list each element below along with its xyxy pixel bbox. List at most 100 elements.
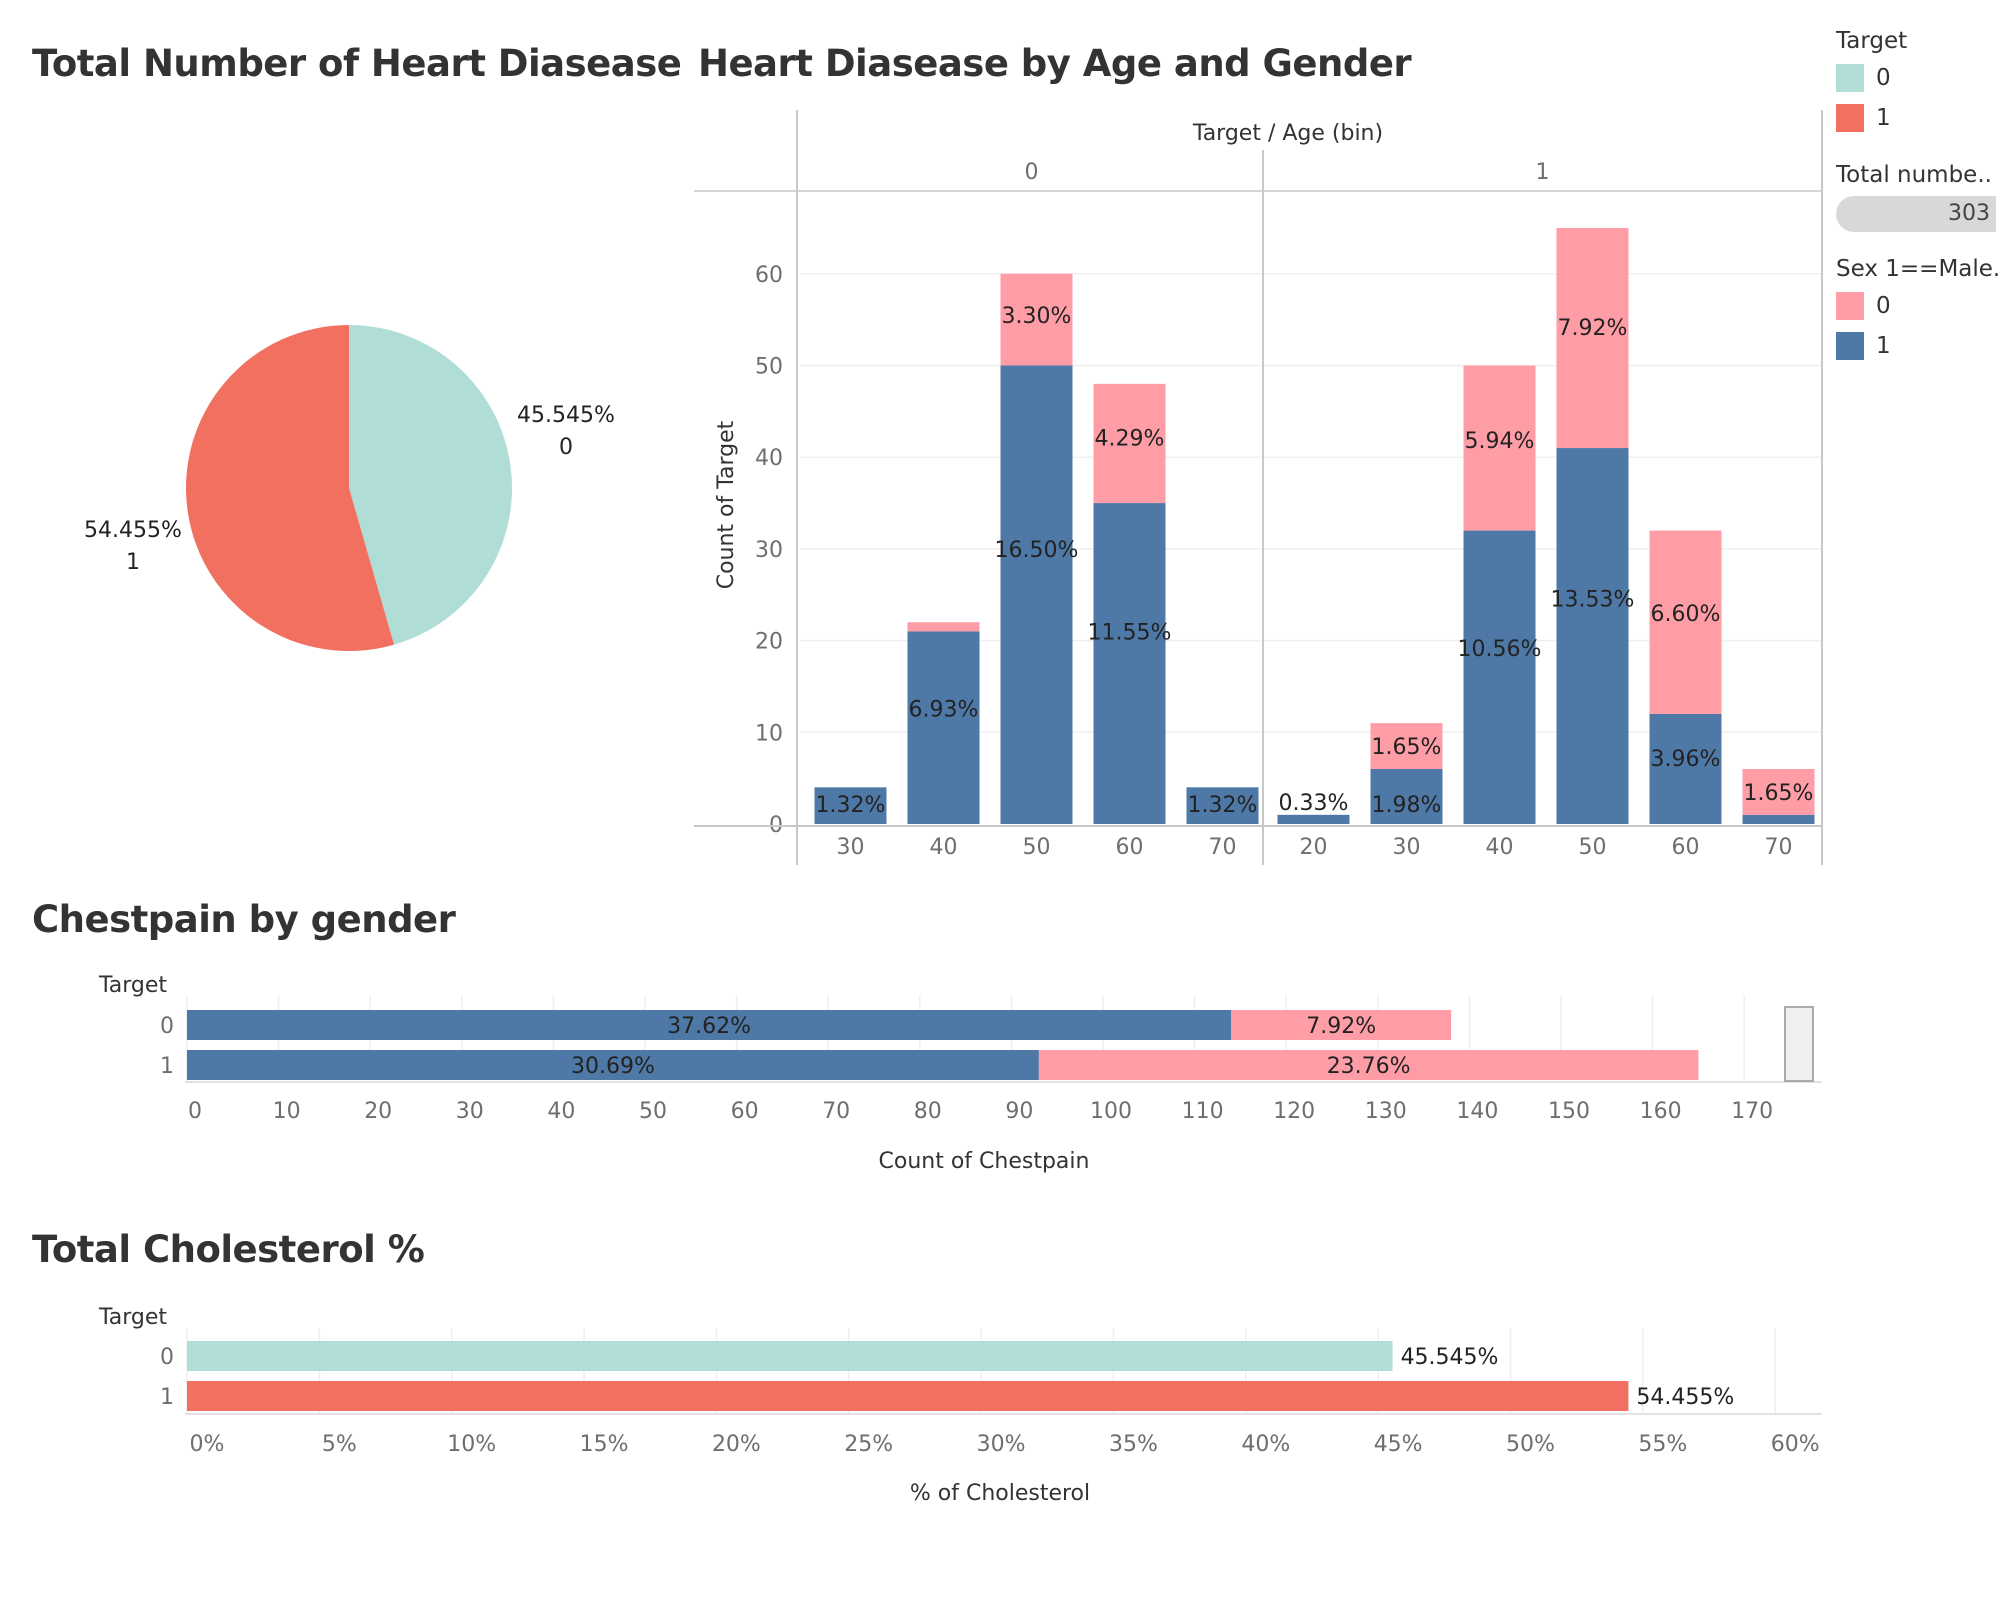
- bar-male-data-label: 1.32%: [816, 793, 886, 818]
- bar-male-data-label: 13.53%: [1551, 587, 1635, 612]
- x-tick-label: 160: [1640, 1099, 1682, 1124]
- bar-female-data-label: 6.60%: [1651, 602, 1721, 627]
- bar-male-data-label: 1.98%: [1372, 793, 1442, 818]
- bar-data-label: 45.545%: [1401, 1345, 1499, 1370]
- bar-0: [187, 1341, 1393, 1371]
- x-tick-label: 20: [364, 1099, 392, 1124]
- x-axis-label: % of Cholesterol: [910, 1481, 1090, 1506]
- row-header: Target: [98, 973, 167, 998]
- bar-female: [1231, 1010, 1452, 1040]
- y-tick-label: 10: [755, 721, 783, 746]
- bar-female: [907, 622, 980, 632]
- y-tick-label: 30: [755, 538, 783, 563]
- bar-female: [1556, 227, 1629, 449]
- row-header: Target: [98, 1305, 167, 1330]
- legend-swatch: [1836, 104, 1864, 132]
- sex-legend-title: Sex 1==Male..: [1836, 256, 2000, 282]
- x-tick-label: 120: [1273, 1099, 1315, 1124]
- bar-male-data-label: 6.93%: [909, 697, 979, 722]
- scroll-handle[interactable]: [1784, 1006, 1814, 1082]
- x-tick-label: 10: [273, 1099, 301, 1124]
- sex-legend-item-1[interactable]: 1: [1836, 326, 2000, 366]
- x-tick-label: 70: [1765, 835, 1793, 860]
- legend-label: 1: [1876, 333, 1891, 359]
- legend-swatch: [1836, 292, 1864, 320]
- x-tick-label: 60: [1116, 835, 1144, 860]
- x-tick-label: 5%: [322, 1432, 357, 1457]
- bar-female-data-label: 23.76%: [1327, 1054, 1411, 1079]
- x-tick-label: 130: [1365, 1099, 1407, 1124]
- x-tick-label: 50%: [1506, 1432, 1555, 1457]
- bar-female-data-label: 7.92%: [1558, 316, 1628, 341]
- x-tick-label: 25%: [844, 1432, 893, 1457]
- y-tick-label: 20: [755, 630, 783, 655]
- bar-female-data-label: 1.65%: [1372, 735, 1442, 760]
- x-tick-label: 40: [1486, 835, 1514, 860]
- bar-male-data-label: 11.55%: [1088, 620, 1172, 645]
- total-number-slider[interactable]: 303: [1836, 196, 1996, 232]
- x-tick-label: 50: [1023, 835, 1051, 860]
- x-tick-label: 90: [1005, 1099, 1033, 1124]
- x-tick-label: 0%: [190, 1432, 225, 1457]
- bar-male: [187, 1010, 1232, 1040]
- bar-male: [1093, 503, 1166, 824]
- x-tick-label: 110: [1182, 1099, 1224, 1124]
- legend-swatch: [1836, 332, 1864, 360]
- bar-male: [1000, 365, 1073, 824]
- bar-male: [1463, 530, 1536, 824]
- y-tick-label: 50: [755, 355, 783, 380]
- bar-male: [1370, 768, 1443, 824]
- legend-label: 0: [1876, 65, 1891, 91]
- bar-female-data-label: 7.92%: [1306, 1014, 1376, 1039]
- bar-1: [187, 1381, 1629, 1411]
- x-tick-label: 70: [822, 1099, 850, 1124]
- x-axis-label: Count of Chestpain: [879, 1149, 1090, 1174]
- bar-male-data-label: 3.96%: [1651, 747, 1721, 772]
- bar-female: [1038, 1050, 1699, 1080]
- legend-label: 0: [1876, 293, 1891, 319]
- y-tick-label: 40: [755, 446, 783, 471]
- bar-male: [907, 631, 980, 824]
- bar-male: [187, 1050, 1039, 1080]
- bar-male: [814, 787, 887, 824]
- sex-legend-item-0[interactable]: 0: [1836, 286, 2000, 326]
- x-tick-label: 50: [639, 1099, 667, 1124]
- y-axis-label: Count of Target: [714, 420, 739, 589]
- legend-panel: Target 0 1 Total numbe.. 303 Sex 1==Male…: [1836, 28, 2000, 366]
- legend-label: 1: [1876, 105, 1891, 131]
- bar-female: [1093, 383, 1166, 504]
- x-tick-label: 150: [1548, 1099, 1590, 1124]
- bar-male-data-label: 10.56%: [1458, 637, 1542, 662]
- bar-male: [1277, 814, 1350, 824]
- target-legend-item-1[interactable]: 1: [1836, 98, 2000, 138]
- bar-female: [1649, 530, 1722, 714]
- facet-header: Target / Age (bin): [1192, 121, 1383, 146]
- cholesterol-chart-title: Total Cholesterol %: [32, 1228, 425, 1271]
- pie-slice-1: [185, 325, 395, 651]
- x-tick-label: 40: [930, 835, 958, 860]
- bar-data-label: 54.455%: [1636, 1385, 1734, 1410]
- x-tick-label: 40%: [1241, 1432, 1290, 1457]
- bar-male-data-label: 37.62%: [667, 1014, 751, 1039]
- total-filter-title: Total numbe..: [1836, 162, 1992, 188]
- pie-slice-0: [349, 325, 512, 645]
- chestpain-chart-title: Chestpain by gender: [32, 898, 456, 941]
- bar-female-data-label: 4.29%: [1095, 426, 1165, 451]
- x-tick-label: 15%: [580, 1432, 629, 1457]
- pie-slice-percent-label: 54.455%: [84, 518, 182, 543]
- row-label: 1: [160, 1054, 174, 1079]
- row-label: 0: [160, 1345, 174, 1370]
- target-legend-title: Target: [1836, 28, 1908, 54]
- bar-male-data-label: 1.32%: [1188, 793, 1258, 818]
- y-tick-label: 60: [755, 263, 783, 288]
- x-tick-label: 55%: [1638, 1432, 1687, 1457]
- bar-female-data-label: 3.30%: [1002, 304, 1072, 329]
- bar-male-data-label: 16.50%: [995, 538, 1079, 563]
- x-tick-label: 20%: [712, 1432, 761, 1457]
- facet-label: 0: [1025, 160, 1039, 185]
- target-legend-item-0[interactable]: 0: [1836, 58, 2000, 98]
- x-tick-label: 30: [1393, 835, 1421, 860]
- age-chart-title: Heart Diasease by Age and Gender: [698, 42, 1412, 85]
- total-number-value: 303: [1948, 201, 1990, 226]
